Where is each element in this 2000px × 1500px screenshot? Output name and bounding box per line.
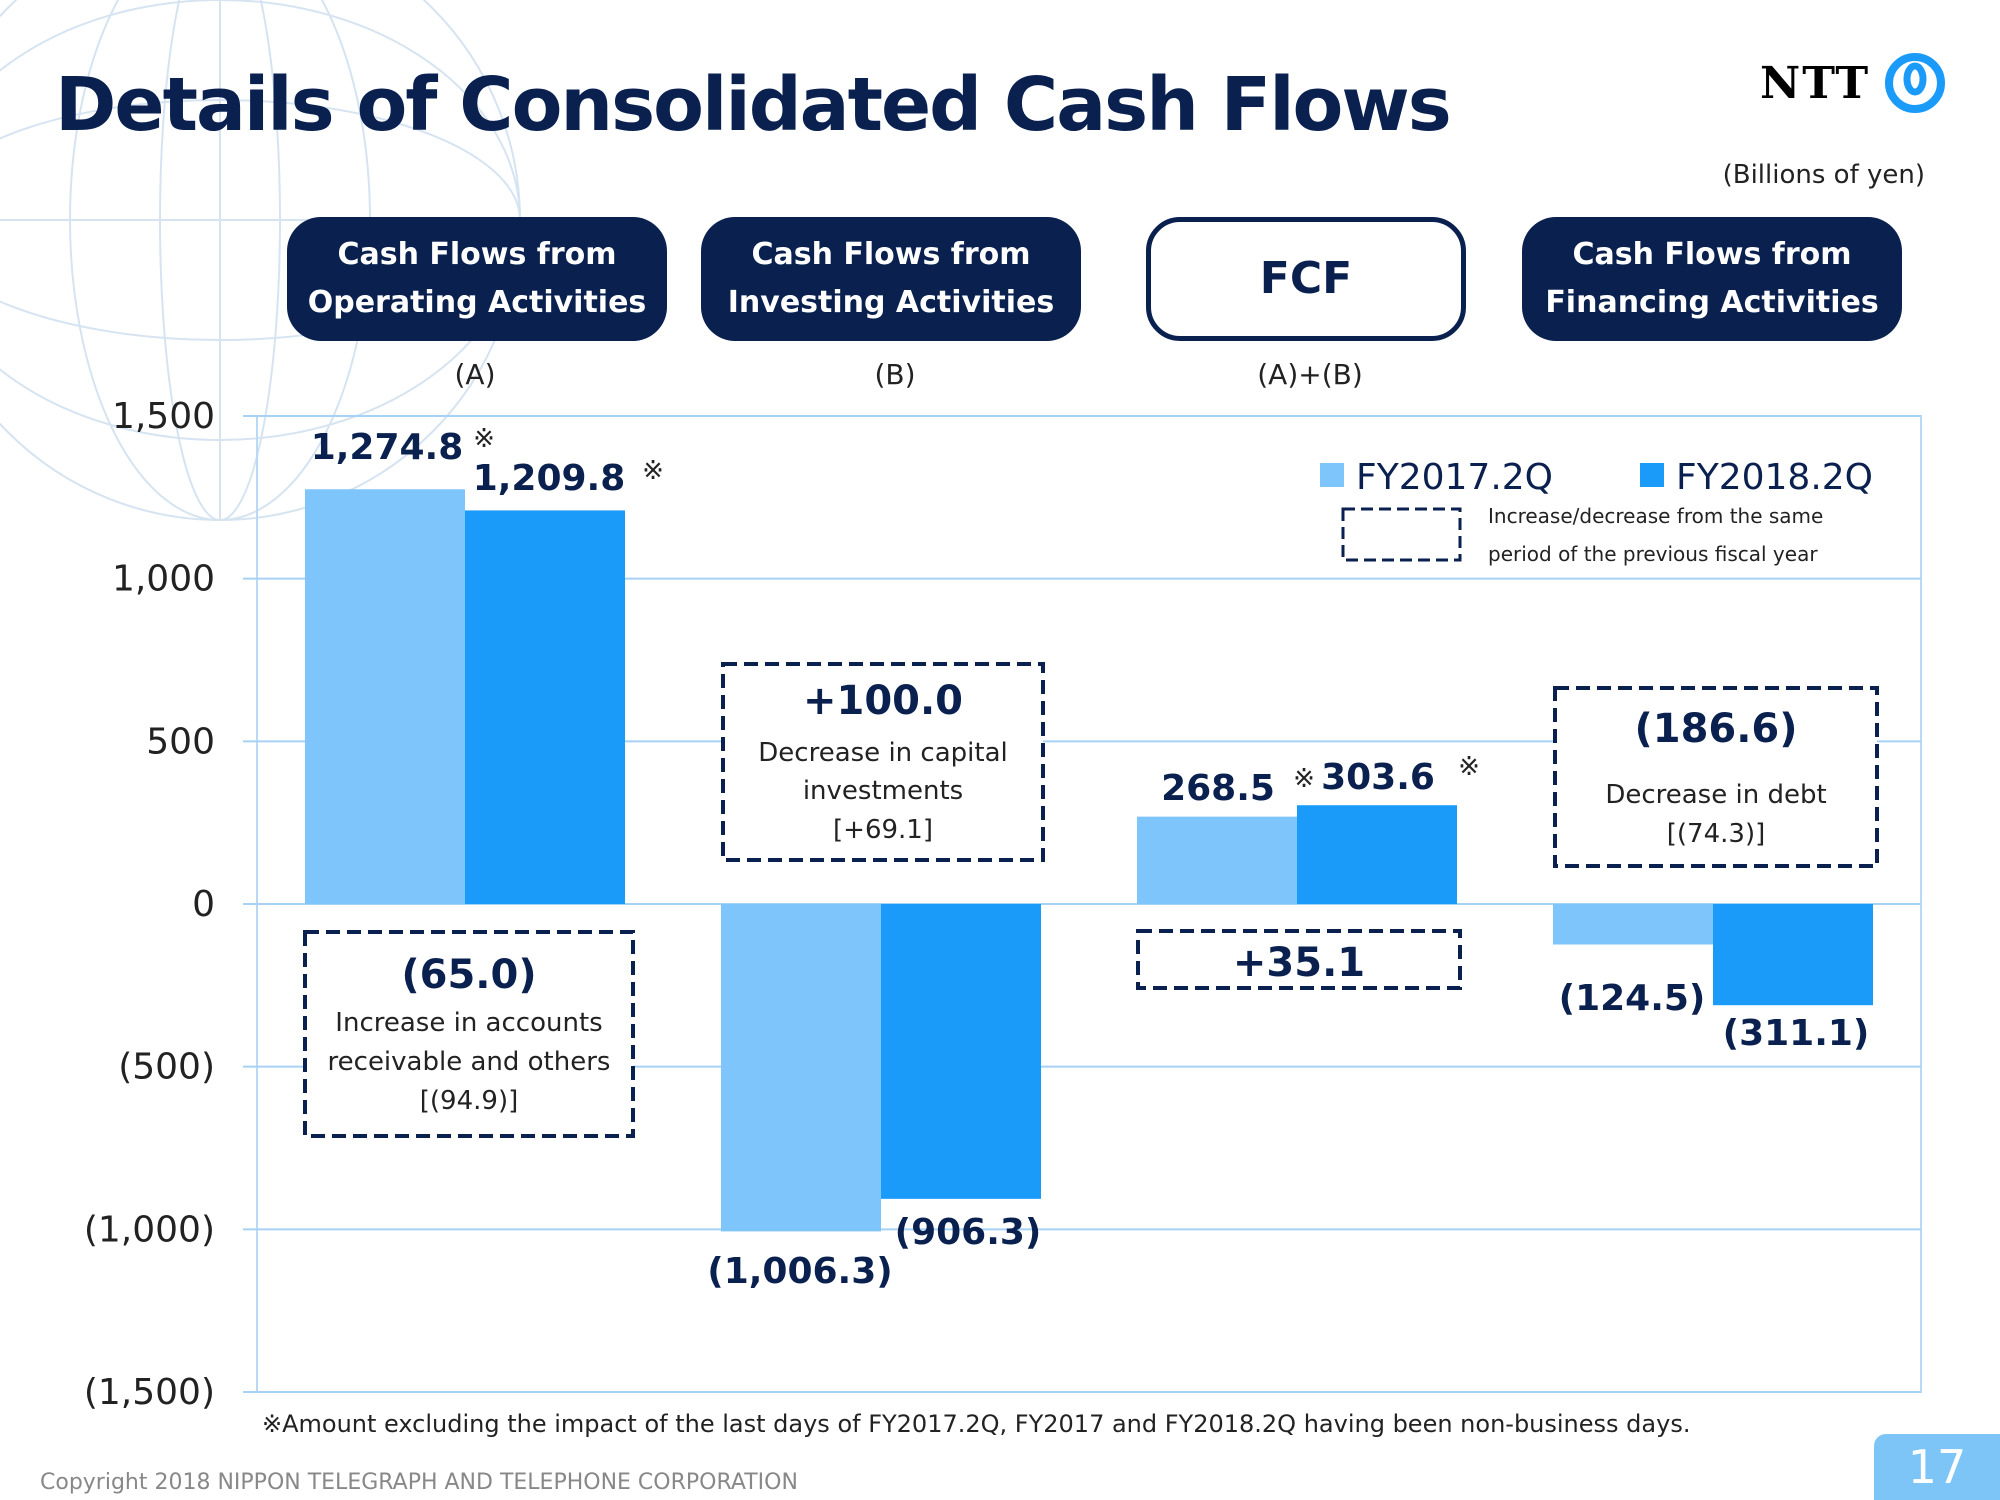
- units-label: (Billions of yen): [1722, 160, 1925, 190]
- bar-fy2017-2q-financing: [1553, 904, 1713, 945]
- fcf-header: FCF: [1146, 217, 1466, 341]
- bar-fy2017-2q-investing: [721, 904, 881, 1232]
- y-tick-label: (1,500): [84, 1372, 215, 1413]
- legend-swatch-fy2018: [1640, 463, 1664, 487]
- data-label: 1,209.8: [473, 458, 626, 499]
- financing-header: Cash Flows from Financing Activities: [1522, 217, 1902, 341]
- annotation-text: [(94.9)]: [420, 1086, 518, 1116]
- annotation-text: Decrease in capital: [758, 738, 1007, 768]
- operating-sub: (A): [454, 358, 496, 391]
- bar-fy2018-2q-investing: [881, 904, 1041, 1199]
- legend-dashed-swatch: [1341, 507, 1462, 562]
- legend-label-fy2018: FY2018.2Q: [1676, 457, 1873, 498]
- annotation-value: (65.0): [401, 952, 536, 998]
- investing-sub: (B): [874, 358, 916, 391]
- bar-fy2017-2q-fcf: [1137, 816, 1297, 904]
- annotation-value: +100.0: [803, 678, 963, 724]
- legend-note-line: period of the previous fiscal year: [1488, 542, 1818, 566]
- annotation-box: [303, 930, 635, 1138]
- data-label: (311.1): [1723, 1013, 1870, 1054]
- annotation-text: [(74.3)]: [1667, 819, 1765, 849]
- bar-fy2017-2q-operating: [305, 489, 465, 904]
- legend-label-fy2017: FY2017.2Q: [1356, 457, 1553, 498]
- data-label: 1,274.8: [311, 427, 464, 468]
- fcf-header-label: FCF: [1259, 252, 1353, 304]
- y-tick-label: 0: [192, 884, 215, 925]
- annotation-value: (186.6): [1634, 706, 1797, 752]
- copyright: Copyright 2018 NIPPON TELEGRAPH AND TELE…: [40, 1470, 798, 1495]
- annotation-text: investments: [803, 776, 963, 806]
- ntt-logo-icon: [1885, 53, 1946, 113]
- investing-header-label: Cash Flows from Investing Activities: [727, 237, 1055, 320]
- footnote: ※Amount excluding the impact of the last…: [262, 1410, 1691, 1438]
- data-label: (124.5): [1559, 978, 1706, 1019]
- annotation-text: receivable and others: [328, 1047, 611, 1077]
- data-label: (1,006.3): [707, 1251, 893, 1292]
- operating-header-label: Cash Flows from Operating Activities: [307, 237, 647, 320]
- data-label: 303.6: [1321, 757, 1435, 798]
- y-tick-label: (1,000): [84, 1209, 215, 1250]
- bar-fy2018-2q-operating: [465, 510, 625, 904]
- annotation-box: [721, 662, 1045, 862]
- legend-note-line: Increase/decrease from the same: [1488, 504, 1823, 528]
- logo-text: NTT: [1760, 57, 1871, 109]
- annotation-box: [1136, 929, 1462, 990]
- ntt-logo: NTT: [1760, 52, 1946, 114]
- data-label: (906.3): [895, 1212, 1042, 1253]
- y-tick-label: 1,000: [112, 559, 215, 600]
- note-mark: ※: [642, 456, 664, 486]
- fcf-sub: (A)+(B): [1257, 358, 1363, 391]
- legend-swatch-fy2017: [1320, 463, 1344, 487]
- data-label: 268.5: [1161, 768, 1275, 809]
- annotation-text: [+69.1]: [833, 815, 933, 845]
- note-mark: ※: [1458, 752, 1480, 782]
- annotation-value: +35.1: [1233, 940, 1365, 986]
- investing-header: Cash Flows from Investing Activities: [701, 217, 1081, 341]
- annotation-text: Decrease in debt: [1605, 780, 1826, 810]
- annotation-box: [1553, 686, 1879, 868]
- annotation-text: Increase in accounts: [335, 1008, 602, 1038]
- y-tick-label: (500): [118, 1047, 215, 1088]
- page-number: 17: [1874, 1434, 2000, 1500]
- note-mark: ※: [473, 424, 495, 454]
- bar-fy2018-2q-fcf: [1297, 805, 1457, 904]
- operating-header: Cash Flows from Operating Activities: [287, 217, 667, 341]
- financing-header-label: Cash Flows from Financing Activities: [1545, 237, 1879, 320]
- note-mark: ※: [1293, 764, 1315, 794]
- bar-fy2018-2q-financing: [1713, 904, 1873, 1006]
- y-tick-label: 500: [146, 721, 215, 762]
- y-tick-label: 1,500: [112, 396, 215, 437]
- page-title: Details of Consolidated Cash Flows: [55, 62, 1452, 148]
